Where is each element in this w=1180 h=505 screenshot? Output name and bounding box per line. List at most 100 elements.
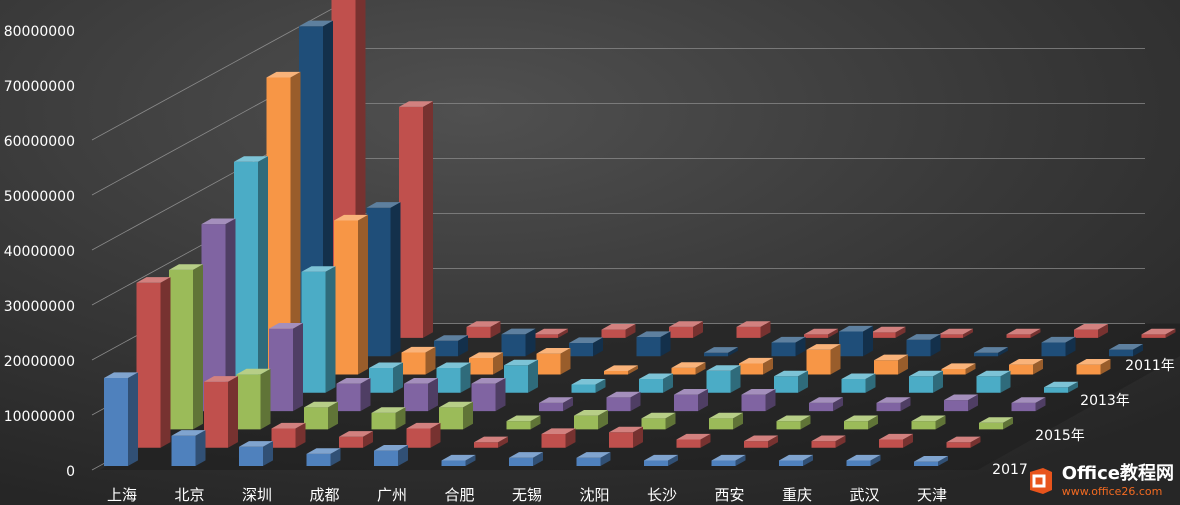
x-tick-label: 上海 bbox=[107, 486, 137, 504]
bar bbox=[706, 365, 741, 393]
bar-front-face bbox=[944, 400, 968, 412]
bar-top-face bbox=[236, 368, 271, 375]
bar-top-face bbox=[809, 397, 843, 403]
bar-front-face bbox=[136, 282, 161, 448]
bar-top-face bbox=[1109, 344, 1143, 350]
bar-front-face bbox=[239, 446, 263, 466]
bar-top-face bbox=[436, 362, 471, 369]
bar-front-face bbox=[534, 334, 558, 338]
bar-side-face bbox=[933, 370, 943, 393]
bar bbox=[804, 328, 838, 338]
bar-side-face bbox=[563, 397, 573, 412]
bar-side-face bbox=[1165, 328, 1176, 338]
bar-front-face bbox=[604, 371, 628, 375]
bar-side-face bbox=[733, 412, 743, 430]
bar-top-face bbox=[569, 337, 603, 343]
bar-top-face bbox=[576, 452, 611, 458]
bar-side-face bbox=[868, 415, 878, 430]
bar-side-face bbox=[625, 324, 636, 338]
bar bbox=[1074, 324, 1108, 338]
bar-top-face bbox=[234, 156, 268, 162]
bar bbox=[434, 335, 468, 357]
bar-front-face bbox=[606, 397, 631, 412]
bar-top-face bbox=[504, 359, 538, 366]
bar bbox=[944, 394, 978, 412]
bar-front-face bbox=[334, 220, 358, 375]
bar-side-face bbox=[1068, 381, 1078, 393]
x-tick-label: 成都 bbox=[309, 486, 339, 504]
bar-front-face bbox=[744, 441, 768, 448]
bar bbox=[846, 454, 881, 466]
bar-top-face bbox=[1009, 359, 1043, 365]
y-tick-label: 40000000 bbox=[4, 244, 75, 260]
bar-top-face bbox=[744, 435, 778, 442]
bar-top-face bbox=[1041, 336, 1076, 343]
bar-side-face bbox=[900, 397, 911, 412]
bar-side-face bbox=[728, 347, 738, 357]
bar-front-face bbox=[436, 368, 461, 393]
bar bbox=[736, 321, 771, 338]
bar-top-face bbox=[909, 370, 943, 377]
bar-front-face bbox=[469, 358, 493, 375]
x-tick-label: 长沙 bbox=[647, 486, 677, 504]
bar-side-face bbox=[393, 362, 403, 393]
bar-front-face bbox=[304, 407, 328, 430]
bar-side-face bbox=[530, 415, 541, 430]
x-tick-label: 西安 bbox=[714, 486, 744, 504]
bar-top-face bbox=[1006, 328, 1041, 335]
bar bbox=[509, 452, 543, 466]
bar-front-face bbox=[339, 436, 363, 448]
bar-top-face bbox=[104, 372, 138, 378]
bar bbox=[576, 452, 611, 466]
bar bbox=[474, 436, 508, 448]
bar-front-face bbox=[811, 441, 836, 448]
bar-top-face bbox=[399, 101, 433, 107]
bar-front-face bbox=[676, 439, 701, 448]
bar-front-face bbox=[641, 418, 666, 430]
bar-front-face bbox=[541, 433, 566, 448]
bar-front-face bbox=[946, 442, 971, 448]
bar-front-face bbox=[706, 370, 731, 393]
watermark: Office教程网 www.office26.com bbox=[1026, 465, 1174, 497]
bar bbox=[709, 412, 743, 430]
bar-front-face bbox=[674, 394, 698, 412]
bar-top-face bbox=[169, 264, 203, 270]
bar-top-face bbox=[674, 389, 708, 395]
bar-top-face bbox=[471, 378, 506, 384]
bar-front-face bbox=[374, 450, 398, 466]
bar-top-face bbox=[676, 433, 711, 440]
bar-side-face bbox=[663, 373, 673, 393]
bar-top-face bbox=[874, 354, 908, 361]
bar-front-face bbox=[236, 374, 261, 430]
bar-top-face bbox=[571, 378, 606, 385]
bar-front-face bbox=[776, 421, 801, 430]
bar-side-face bbox=[358, 214, 368, 375]
bar-side-face bbox=[260, 368, 271, 430]
bar-top-face bbox=[541, 428, 576, 434]
bar-front-face bbox=[601, 329, 626, 338]
bar-side-face bbox=[768, 435, 778, 448]
y-tick-label: 20000000 bbox=[4, 354, 75, 370]
bar-side-face bbox=[293, 323, 303, 412]
bar-top-face bbox=[474, 436, 508, 443]
bar-top-face bbox=[711, 454, 746, 461]
bar-side-face bbox=[593, 337, 603, 357]
bar-top-face bbox=[406, 422, 441, 429]
bar-front-face bbox=[644, 460, 668, 466]
bar-top-face bbox=[304, 401, 338, 408]
bar-front-face bbox=[306, 453, 331, 466]
bar bbox=[606, 391, 641, 412]
bar-top-face bbox=[914, 456, 948, 462]
bar-side-face bbox=[968, 394, 978, 412]
bar-top-face bbox=[771, 336, 806, 343]
bar bbox=[574, 410, 608, 430]
bar-front-face bbox=[441, 460, 466, 466]
bar-side-face bbox=[1000, 370, 1011, 393]
bar-front-face bbox=[406, 428, 431, 448]
bar-front-face bbox=[1109, 349, 1133, 357]
bar-side-face bbox=[428, 378, 438, 412]
bar-front-face bbox=[741, 394, 766, 412]
bar-side-face bbox=[290, 71, 301, 375]
bar-top-face bbox=[1074, 324, 1108, 330]
bar-front-face bbox=[669, 326, 693, 338]
